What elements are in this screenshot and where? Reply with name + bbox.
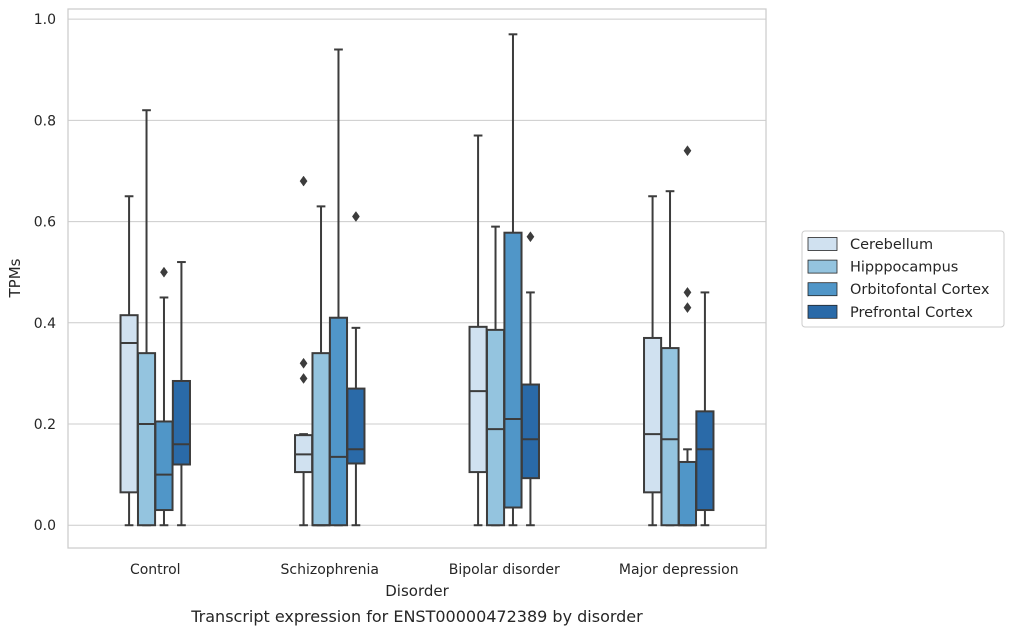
box-iqr [171,379,191,466]
box-iqr [468,325,488,474]
box-series [119,33,715,527]
legend-label: Cerebellum [850,237,933,253]
y-tick-label: 0.4 [34,316,56,332]
legend-label: Prefrontal Cortex [850,305,973,321]
outlier-point [299,357,308,369]
legend-swatch [807,237,838,251]
x-tick-label: Control [130,562,181,578]
box-iqr [677,460,698,527]
y-tick-label: 0.0 [34,518,56,534]
box-iqr [311,352,331,527]
box-plot [119,195,139,527]
legend-label: Orbitofontal Cortex [850,282,990,298]
box-iqr [328,316,349,527]
chart-caption: Transcript expression for ENST0000047238… [190,607,643,626]
box-plot [520,231,540,527]
box-iqr [485,328,506,527]
outlier-point [299,373,308,384]
plot-frame [67,8,767,549]
outlier-point [160,266,168,278]
box-plot [503,33,523,527]
legend-label: Hipppocampus [850,260,958,276]
legend-swatch [807,259,838,274]
outlier-point [526,231,535,243]
outlier-point [352,211,360,222]
box-iqr [119,314,139,494]
outlier-point [299,175,308,187]
box-iqr [643,336,663,494]
x-tick-label: Schizophrenia [281,562,379,578]
legend-swatch [807,304,838,319]
y-tick-label: 0.2 [34,417,56,433]
x-tick-label: Bipolar disorder [449,562,560,578]
legend-frame [801,230,1005,328]
x-tick-label: Major depression [619,562,739,578]
box-plot [136,109,157,527]
box-plot [346,211,366,527]
box-plot [171,261,191,527]
box-iqr [346,387,366,465]
box-plot [294,175,314,527]
outlier-point [683,302,692,314]
box-plot [468,134,488,527]
y-tick-label: 0.8 [34,113,56,129]
box-iqr [660,347,680,527]
box-plot [695,291,715,527]
box-iqr [695,410,715,512]
box-iqr [503,231,523,509]
box-iqr [154,420,174,512]
legend: Cerebellum Hipppocampus Orbitofontal Corte… [801,230,1005,328]
box-plot [660,190,680,527]
y-tick-label: 1.0 [34,12,56,28]
x-tick-labels: Control Schizophrenia Bipolar disorder Majo… [130,562,739,578]
box-iqr [136,352,157,527]
legend-swatch [807,282,838,297]
box-plot [154,266,174,527]
x-axis-label: Disorder [385,582,449,600]
outlier-point [683,145,692,157]
outlier-point [683,286,692,298]
y-tick-label: 0.6 [34,215,56,231]
box-iqr [520,383,540,480]
box-plot [485,225,506,527]
y-tick-labels: 0.0 0.2 0.4 0.6 0.8 1.0 [34,12,56,534]
y-axis-label: TPMs [6,258,24,298]
